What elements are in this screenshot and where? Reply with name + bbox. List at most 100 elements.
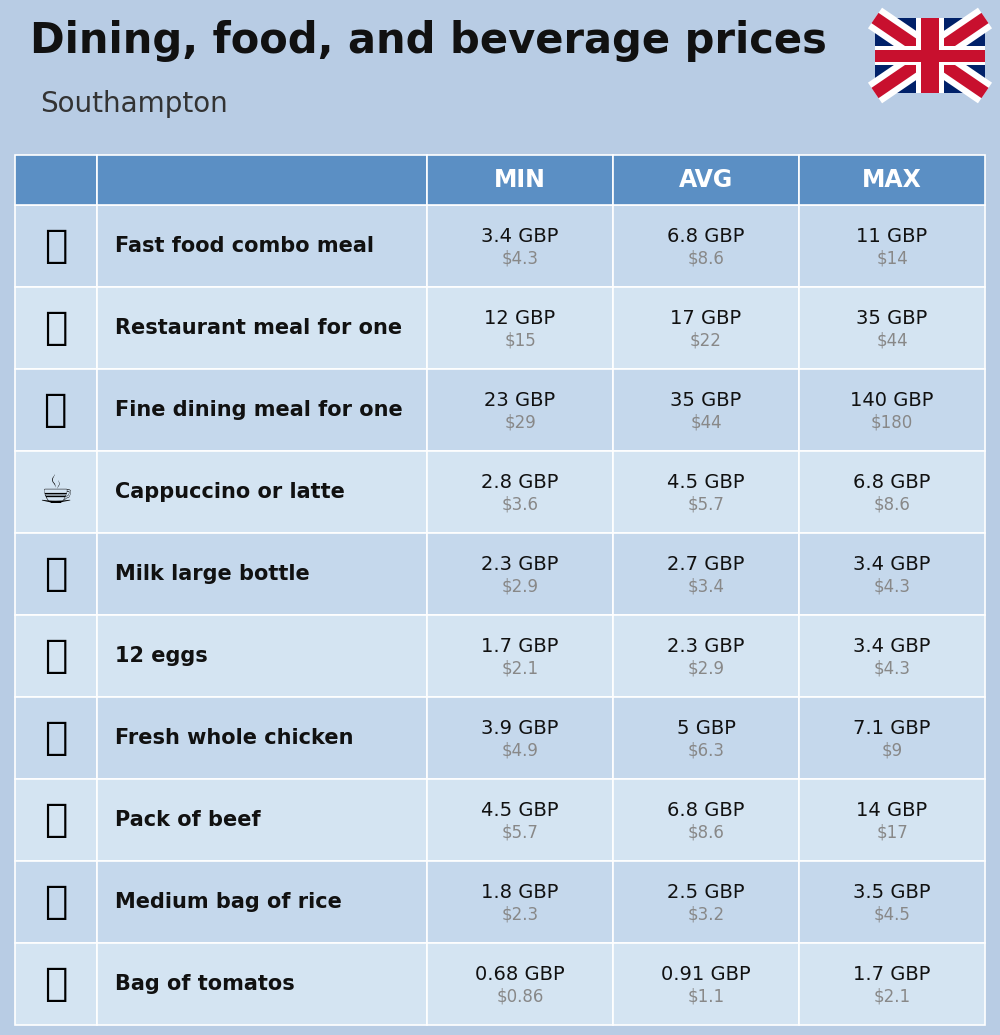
Text: $22: $22 bbox=[690, 331, 722, 349]
Text: 🍅: 🍅 bbox=[44, 965, 68, 1003]
Bar bbox=[15, 451, 97, 533]
Text: Fresh whole chicken: Fresh whole chicken bbox=[115, 728, 354, 748]
Bar bbox=[97, 861, 427, 943]
Text: 0.68 GBP: 0.68 GBP bbox=[475, 965, 565, 983]
Text: Cappuccino or latte: Cappuccino or latte bbox=[115, 482, 345, 502]
Text: 4.5 GBP: 4.5 GBP bbox=[667, 473, 745, 492]
Bar bbox=[427, 615, 613, 697]
Bar bbox=[427, 451, 613, 533]
Bar bbox=[875, 18, 985, 93]
Text: $2.3: $2.3 bbox=[501, 906, 539, 923]
Text: $17: $17 bbox=[876, 823, 908, 841]
Text: $8.6: $8.6 bbox=[688, 823, 724, 841]
Text: 12 GBP: 12 GBP bbox=[484, 308, 556, 328]
Bar bbox=[15, 861, 97, 943]
Text: $15: $15 bbox=[504, 331, 536, 349]
Bar bbox=[427, 697, 613, 779]
Bar bbox=[613, 615, 799, 697]
Text: 17 GBP: 17 GBP bbox=[670, 308, 742, 328]
Text: Pack of beef: Pack of beef bbox=[115, 810, 261, 830]
Bar bbox=[97, 205, 427, 287]
Bar bbox=[875, 50, 985, 61]
Bar bbox=[613, 287, 799, 369]
Bar bbox=[613, 697, 799, 779]
Text: 3.5 GBP: 3.5 GBP bbox=[853, 883, 931, 901]
Text: Fine dining meal for one: Fine dining meal for one bbox=[115, 400, 403, 420]
Text: $0.86: $0.86 bbox=[496, 987, 544, 1005]
Bar bbox=[15, 155, 97, 205]
Text: $8.6: $8.6 bbox=[688, 249, 724, 267]
Text: MIN: MIN bbox=[494, 168, 546, 193]
Text: $2.1: $2.1 bbox=[501, 659, 539, 677]
Bar bbox=[427, 369, 613, 451]
Text: $8.6: $8.6 bbox=[874, 496, 910, 513]
Text: $4.3: $4.3 bbox=[502, 249, 538, 267]
Bar bbox=[15, 287, 97, 369]
Text: $44: $44 bbox=[876, 331, 908, 349]
Bar bbox=[15, 205, 97, 287]
Bar bbox=[97, 697, 427, 779]
Bar bbox=[916, 18, 944, 93]
Text: 3.4 GBP: 3.4 GBP bbox=[481, 227, 559, 245]
Text: 35 GBP: 35 GBP bbox=[856, 308, 928, 328]
Bar bbox=[799, 369, 985, 451]
Text: 7.1 GBP: 7.1 GBP bbox=[853, 718, 931, 738]
Bar bbox=[799, 287, 985, 369]
Text: 3.4 GBP: 3.4 GBP bbox=[853, 637, 931, 655]
Bar bbox=[875, 47, 985, 65]
Text: $2.1: $2.1 bbox=[873, 987, 911, 1005]
Text: ☕: ☕ bbox=[39, 473, 73, 511]
Bar bbox=[0, 0, 1000, 155]
Text: 11 GBP: 11 GBP bbox=[856, 227, 928, 245]
Bar bbox=[921, 18, 939, 93]
Bar bbox=[97, 533, 427, 615]
Text: 0.91 GBP: 0.91 GBP bbox=[661, 965, 751, 983]
Bar bbox=[97, 451, 427, 533]
Bar bbox=[97, 287, 427, 369]
Text: $2.9: $2.9 bbox=[688, 659, 724, 677]
Text: 2.5 GBP: 2.5 GBP bbox=[667, 883, 745, 901]
Text: 23 GBP: 23 GBP bbox=[484, 390, 556, 410]
Bar bbox=[15, 533, 97, 615]
Text: 2.3 GBP: 2.3 GBP bbox=[667, 637, 745, 655]
Bar bbox=[799, 533, 985, 615]
Text: 2.3 GBP: 2.3 GBP bbox=[481, 555, 559, 573]
Text: $14: $14 bbox=[876, 249, 908, 267]
Bar bbox=[427, 287, 613, 369]
Text: 6.8 GBP: 6.8 GBP bbox=[667, 801, 745, 820]
Text: 🍔: 🍔 bbox=[44, 227, 68, 265]
Text: $2.9: $2.9 bbox=[502, 578, 538, 595]
Text: 2.7 GBP: 2.7 GBP bbox=[667, 555, 745, 573]
Text: $3.2: $3.2 bbox=[687, 906, 725, 923]
Text: $4.3: $4.3 bbox=[874, 659, 910, 677]
Text: 2.8 GBP: 2.8 GBP bbox=[481, 473, 559, 492]
Text: 🍚: 🍚 bbox=[44, 883, 68, 921]
Bar bbox=[613, 943, 799, 1025]
Text: 🥩: 🥩 bbox=[44, 801, 68, 839]
Bar bbox=[613, 369, 799, 451]
Text: 🥛: 🥛 bbox=[44, 555, 68, 593]
Text: AVG: AVG bbox=[679, 168, 733, 193]
Bar bbox=[799, 779, 985, 861]
Text: $5.7: $5.7 bbox=[688, 496, 724, 513]
Bar bbox=[15, 779, 97, 861]
Text: 1.7 GBP: 1.7 GBP bbox=[853, 965, 931, 983]
Bar bbox=[97, 155, 427, 205]
Bar bbox=[613, 205, 799, 287]
Bar bbox=[613, 533, 799, 615]
Text: 1.7 GBP: 1.7 GBP bbox=[481, 637, 559, 655]
Text: $180: $180 bbox=[871, 413, 913, 432]
Text: Dining, food, and beverage prices: Dining, food, and beverage prices bbox=[30, 20, 827, 62]
Text: Milk large bottle: Milk large bottle bbox=[115, 564, 310, 584]
Text: 12 eggs: 12 eggs bbox=[115, 646, 208, 666]
Text: 3.4 GBP: 3.4 GBP bbox=[853, 555, 931, 573]
Text: Restaurant meal for one: Restaurant meal for one bbox=[115, 318, 402, 338]
Text: $6.3: $6.3 bbox=[688, 741, 724, 760]
Text: 🍽️: 🍽️ bbox=[44, 391, 68, 428]
Text: 🥚: 🥚 bbox=[44, 637, 68, 675]
Bar bbox=[799, 861, 985, 943]
Bar bbox=[15, 943, 97, 1025]
Text: 4.5 GBP: 4.5 GBP bbox=[481, 801, 559, 820]
Bar bbox=[15, 369, 97, 451]
Text: MAX: MAX bbox=[862, 168, 922, 193]
